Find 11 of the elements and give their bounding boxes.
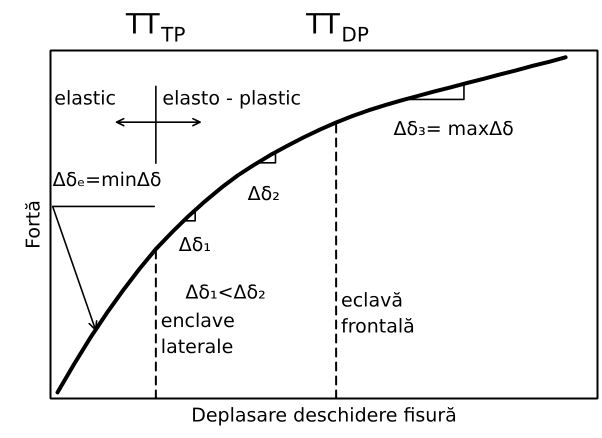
- annotation: elastic: [54, 87, 116, 110]
- annotation: Δδ₁<Δδ₂: [185, 282, 266, 304]
- annotation: Δδ₁: [178, 234, 212, 256]
- annotation: Δδ₂: [248, 182, 280, 205]
- y-axis-title: Fortă: [22, 200, 44, 249]
- annotation: enclave laterale: [160, 310, 235, 358]
- annotation: elasto - plastic: [162, 87, 301, 110]
- x-axis-title: Deplasare deschidere fisură: [191, 404, 457, 426]
- annotation: Δδₑ=minΔδ: [52, 169, 162, 192]
- annotation: Δδ₃= maxΔδ: [393, 118, 514, 140]
- annotation: eclavă frontală: [341, 289, 415, 338]
